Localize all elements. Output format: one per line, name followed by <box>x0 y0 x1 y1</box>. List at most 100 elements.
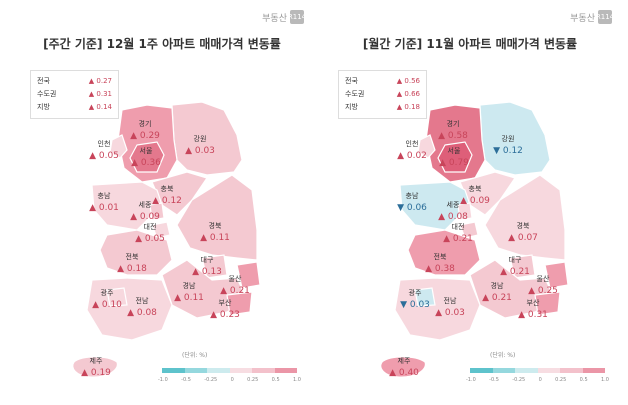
region-value: ▲ 0.09 <box>460 196 490 206</box>
monthly-korea-map <box>380 101 569 378</box>
monthly-region-gyeongbuk <box>484 174 566 261</box>
monthly-region-gwangju <box>414 287 436 307</box>
legend-swatch <box>470 368 493 373</box>
monthly-map-panel: 부동산 R114 [월간 기준] 11월 아파트 매매가격 변동률 전국 ▲ 0… <box>320 0 620 405</box>
region-value: ▲ 0.13 <box>192 267 222 277</box>
legend-tick: -0.25 <box>512 377 526 383</box>
region-value: ▲ 0.36 <box>131 158 161 168</box>
region-value: ▲ 0.10 <box>92 300 122 310</box>
brand-logo: 부동산 R114 <box>262 10 306 24</box>
region-value: ▲ 0.18 <box>117 264 147 274</box>
region-value: ▲ 0.08 <box>438 212 468 222</box>
summary-value: ▲ 0.31 <box>88 90 112 98</box>
summary-value: ▲ 0.56 <box>396 77 420 85</box>
weekly-label-incheon: 인천 ▲ 0.05 <box>89 138 119 162</box>
region-name: 경남 <box>182 282 196 290</box>
monthly-label-ulsan: 울산 ▲ 0.25 <box>528 273 558 297</box>
monthly-label-jeonbuk: 전북 ▲ 0.38 <box>425 251 455 275</box>
weekly-label-jeonbuk: 전북 ▲ 0.18 <box>117 251 147 275</box>
region-value: ▲ 0.03 <box>185 146 215 156</box>
monthly-label-busan: 부산 ▲ 0.31 <box>518 297 548 321</box>
summary-value: ▲ 0.14 <box>88 103 112 111</box>
legend-swatch <box>162 368 185 373</box>
region-value: ▲ 0.25 <box>528 286 558 296</box>
legend-swatch <box>252 368 275 373</box>
monthly-summary-box: 전국 ▲ 0.56 수도권 ▲ 0.66 지방 ▲ 0.18 <box>338 70 427 119</box>
monthly-label-gangwon: 강원 ▼ 0.12 <box>493 133 523 157</box>
region-name: 서울 <box>447 147 461 155</box>
region-name: 세종 <box>138 201 152 209</box>
weekly-label-gyeongbuk: 경북 ▲ 0.11 <box>200 220 230 244</box>
monthly-title: [월간 기준] 11월 아파트 매매가격 변동률 <box>362 37 578 51</box>
monthly-region-ulsan <box>544 261 569 289</box>
region-name: 울산 <box>536 275 550 283</box>
legend-tick: 0.25 <box>555 377 567 383</box>
region-value: ▼ 0.03 <box>400 300 430 310</box>
summary-row: 지방 ▲ 0.18 <box>345 101 420 114</box>
monthly-region-jeju <box>380 356 426 378</box>
weekly-region-jeonbuk <box>99 229 173 276</box>
legend-tick: 1.0 <box>293 377 301 383</box>
region-name: 대구 <box>508 256 522 264</box>
weekly-label-ulsan: 울산 ▲ 0.21 <box>220 273 250 297</box>
region-name: 전남 <box>443 297 457 305</box>
monthly-region-daegu <box>509 254 536 279</box>
monthly-label-jeonnam: 전남 ▲ 0.03 <box>435 295 465 319</box>
region-value: ▲ 0.19 <box>81 368 111 378</box>
legend-swatch <box>582 368 605 373</box>
region-value: ▲ 0.38 <box>425 264 455 274</box>
region-name: 전남 <box>135 297 149 305</box>
legend-swatch <box>229 368 252 373</box>
legend-tick: -0.5 <box>489 377 499 383</box>
legend-bar <box>470 368 605 373</box>
weekly-label-gyeonggi: 경기 ▲ 0.29 <box>130 118 160 142</box>
region-name: 광주 <box>100 289 114 297</box>
region-value: ▲ 0.40 <box>389 368 419 378</box>
region-value: ▼ 0.06 <box>397 203 427 213</box>
region-value: ▲ 0.11 <box>174 293 204 303</box>
weekly-region-sejong <box>149 202 165 221</box>
region-name: 전북 <box>125 253 139 261</box>
weekly-label-seoul: 서울 ▲ 0.36 <box>131 145 161 169</box>
summary-label: 수도권 <box>37 90 57 98</box>
monthly-label-gyeongbuk: 경북 ▲ 0.07 <box>508 220 538 244</box>
monthly-label-seoul: 서울 ▲ 0.79 <box>439 145 469 169</box>
legend-tick: 0 <box>230 377 234 383</box>
region-value: ▲ 0.03 <box>435 308 465 318</box>
region-name: 충남 <box>97 192 111 200</box>
region-name: 인천 <box>97 140 111 148</box>
monthly-label-chungnam: 충남 ▼ 0.06 <box>397 190 427 214</box>
weekly-region-ulsan <box>236 261 261 289</box>
legend-tick: 0.5 <box>579 377 588 383</box>
region-name: 경기 <box>446 120 460 128</box>
weekly-label-sejong: 세종 ▲ 0.09 <box>130 199 160 223</box>
region-value: ▲ 0.08 <box>127 308 157 318</box>
brand-text: 부동산 <box>262 13 287 24</box>
weekly-region-incheon <box>109 134 128 159</box>
monthly-region-seoul <box>437 141 473 173</box>
monthly-region-daejeon <box>459 221 479 239</box>
region-name: 제주 <box>397 357 411 365</box>
legend-swatch <box>560 368 583 373</box>
brand-badge: R114 <box>596 10 614 24</box>
summary-label: 전국 <box>345 77 358 85</box>
region-name: 강원 <box>193 135 207 143</box>
legend-tick: 0.5 <box>271 377 280 383</box>
weekly-region-daejeon <box>151 221 171 239</box>
weekly-region-jeju <box>72 356 118 378</box>
region-value: ▲ 0.01 <box>89 203 119 213</box>
region-value: ▲ 0.79 <box>439 158 469 168</box>
brand-badge: R114 <box>288 10 306 24</box>
weekly-summary-box: 전국 ▲ 0.27 수도권 ▲ 0.31 지방 ▲ 0.14 <box>30 70 119 119</box>
monthly-label-chungbuk: 충북 ▲ 0.09 <box>460 183 490 207</box>
legend-tick: -1.0 <box>158 377 168 383</box>
weekly-map-panel: 부동산 R114 [주간 기준] 12월 1주 아파트 매매가격 변동률 전국 … <box>12 0 312 405</box>
weekly-label-chungnam: 충남 ▲ 0.01 <box>89 190 119 214</box>
summary-value: ▲ 0.66 <box>396 90 420 98</box>
summary-label: 지방 <box>37 103 50 111</box>
summary-value: ▲ 0.27 <box>88 77 112 85</box>
monthly-region-sejong <box>457 202 473 221</box>
region-value: ▲ 0.29 <box>130 131 160 141</box>
region-value: ▲ 0.21 <box>220 286 250 296</box>
weekly-label-gyeongnam: 경남 ▲ 0.11 <box>174 280 204 304</box>
